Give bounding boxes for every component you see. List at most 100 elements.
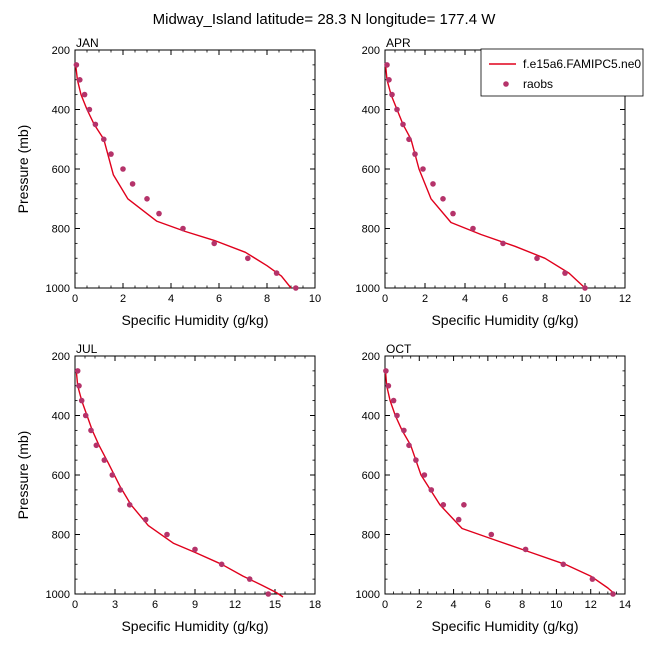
obs-marker (560, 561, 567, 568)
x-tick-label: 10 (579, 293, 591, 305)
obs-marker (156, 210, 162, 217)
obs-marker (92, 121, 99, 128)
y-tick-label: 200 (52, 351, 70, 363)
legend-model-label: f.e15a6.FAMIPC5.ne0 (523, 57, 641, 71)
x-tick-label: 0 (72, 293, 78, 305)
y-axis-label: Pressure (mb) (15, 125, 31, 214)
x-tick-label: 14 (619, 599, 631, 611)
y-tick-label: 800 (52, 530, 70, 542)
obs-marker (589, 576, 596, 582)
obs-marker (428, 487, 435, 493)
obs-marker (74, 368, 81, 374)
y-tick-label: 200 (52, 45, 70, 57)
obs-marker (93, 442, 100, 449)
obs-marker (610, 591, 616, 597)
y-tick-label: 400 (362, 411, 380, 423)
x-tick-label: 6 (152, 599, 158, 611)
obs-marker (78, 397, 85, 404)
y-tick-label: 200 (362, 45, 380, 57)
x-tick-label: 6 (216, 293, 222, 305)
x-tick-label: 8 (542, 293, 548, 305)
x-axis-label: Specific Humidity (g/kg) (121, 618, 268, 634)
obs-marker (440, 196, 446, 202)
obs-marker (406, 442, 412, 449)
obs-marker (412, 151, 418, 157)
legend: f.e15a6.FAMIPC5.ne0 raobs (480, 48, 644, 97)
panel-jul: 0 3 6 9 12 15 18 200 400 600 800 1000 JUL Specific Hu… (15, 342, 321, 634)
obs-marker (245, 255, 251, 262)
panel-jan: 0 2 4 6 8 10 200 400 600 800 1000 JAN Specific Humid… (15, 36, 321, 328)
obs-marker (180, 225, 186, 232)
obs-marker (394, 412, 400, 419)
obs-marker (73, 62, 80, 68)
x-tick-label: 2 (416, 599, 422, 611)
obs-marker (440, 502, 447, 508)
x-tick-label: 6 (502, 293, 508, 305)
obs-marker (400, 121, 406, 128)
obs-marker (126, 502, 133, 508)
y-tick-label: 800 (52, 224, 70, 236)
obs-marker (534, 255, 540, 262)
obs-marker (109, 472, 116, 478)
y-tick-label: 1000 (356, 589, 380, 601)
x-axis-label: Specific Humidity (g/kg) (431, 618, 578, 634)
panel-oct: 0 2 4 6 8 10 12 14 200 400 600 800 1000 OCT Specific H… (356, 342, 632, 634)
obs-marker (101, 457, 108, 463)
obs-marker (86, 106, 93, 113)
x-tick-label: 18 (309, 599, 321, 611)
obs-marker (430, 181, 436, 187)
model-line (75, 370, 284, 598)
obs-marker (383, 368, 389, 374)
y-tick-label: 600 (52, 164, 70, 176)
obs-marker (384, 62, 390, 68)
obs-marker (164, 531, 170, 538)
obs-marker (386, 77, 392, 83)
obs-marker (421, 472, 428, 478)
y-tick-label: 400 (52, 411, 70, 423)
model-line (75, 64, 292, 289)
obs-marker (385, 383, 392, 389)
obs-marker (455, 516, 462, 523)
obs-marker (450, 210, 456, 217)
x-tick-label: 12 (619, 293, 631, 305)
y-tick-label: 1000 (356, 283, 380, 295)
model-line (384, 370, 616, 595)
y-tick-label: 1000 (46, 589, 70, 601)
x-tick-label: 0 (72, 599, 78, 611)
obs-marker (470, 225, 476, 232)
obs-marker (582, 285, 588, 291)
obs-marker (88, 427, 94, 434)
obs-marker (76, 383, 82, 389)
plot-frame (74, 49, 316, 289)
x-tick-label: 9 (192, 599, 198, 611)
x-tick-label: 10 (309, 293, 321, 305)
obs-marker (522, 546, 529, 553)
y-tick-label: 800 (362, 530, 380, 542)
obs-marker (77, 77, 83, 83)
y-tick-label: 400 (52, 105, 70, 117)
obs-marker (389, 91, 395, 98)
obs-marker (108, 151, 114, 157)
obs-marker (401, 427, 407, 434)
obs-marker (461, 502, 467, 508)
obs-marker (129, 181, 136, 187)
obs-marker (81, 91, 88, 98)
y-tick-label: 600 (362, 470, 380, 482)
x-tick-label: 0 (382, 599, 388, 611)
obs-marker (218, 561, 225, 568)
figure-title: Midway_Island latitude= 28.3 N longitude… (153, 11, 497, 28)
x-tick-label: 8 (519, 599, 525, 611)
x-tick-label: 6 (485, 599, 491, 611)
x-tick-label: 4 (168, 293, 174, 305)
obs-marker (144, 196, 150, 202)
obs-marker (420, 166, 426, 172)
x-tick-label: 15 (269, 599, 281, 611)
x-tick-label: 12 (229, 599, 241, 611)
y-tick-label: 200 (362, 351, 380, 363)
y-tick-label: 600 (362, 164, 380, 176)
obs-marker (488, 531, 495, 538)
x-tick-label: 3 (112, 599, 118, 611)
panel-label: JAN (76, 36, 99, 50)
